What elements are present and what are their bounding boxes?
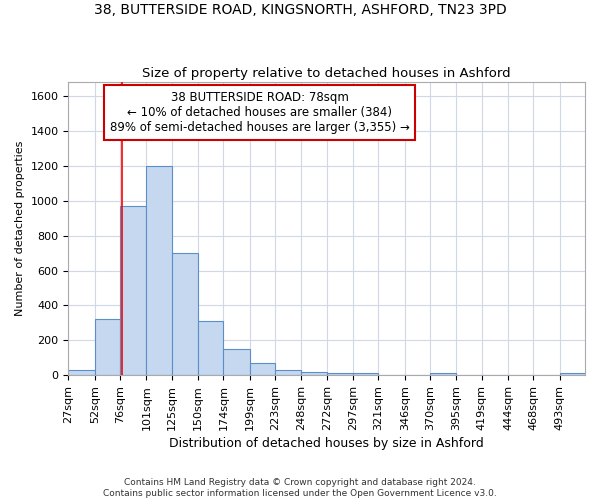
Bar — [301, 372, 327, 375]
Bar — [95, 320, 120, 375]
Bar — [172, 253, 198, 375]
Bar — [353, 372, 379, 375]
Title: Size of property relative to detached houses in Ashford: Size of property relative to detached ho… — [142, 66, 511, 80]
Bar — [68, 370, 95, 375]
Text: Contains HM Land Registry data © Crown copyright and database right 2024.
Contai: Contains HM Land Registry data © Crown c… — [103, 478, 497, 498]
Text: 38 BUTTERSIDE ROAD: 78sqm
← 10% of detached houses are smaller (384)
89% of semi: 38 BUTTERSIDE ROAD: 78sqm ← 10% of detac… — [110, 91, 409, 134]
Bar — [275, 370, 301, 375]
Bar — [560, 372, 585, 375]
Bar — [146, 166, 172, 375]
Bar — [430, 372, 457, 375]
Text: 38, BUTTERSIDE ROAD, KINGSNORTH, ASHFORD, TN23 3PD: 38, BUTTERSIDE ROAD, KINGSNORTH, ASHFORD… — [94, 2, 506, 16]
Bar — [223, 349, 250, 375]
Bar — [120, 206, 146, 375]
X-axis label: Distribution of detached houses by size in Ashford: Distribution of detached houses by size … — [169, 437, 484, 450]
Bar — [327, 372, 353, 375]
Bar — [250, 363, 275, 375]
Bar — [198, 321, 223, 375]
Y-axis label: Number of detached properties: Number of detached properties — [15, 141, 25, 316]
